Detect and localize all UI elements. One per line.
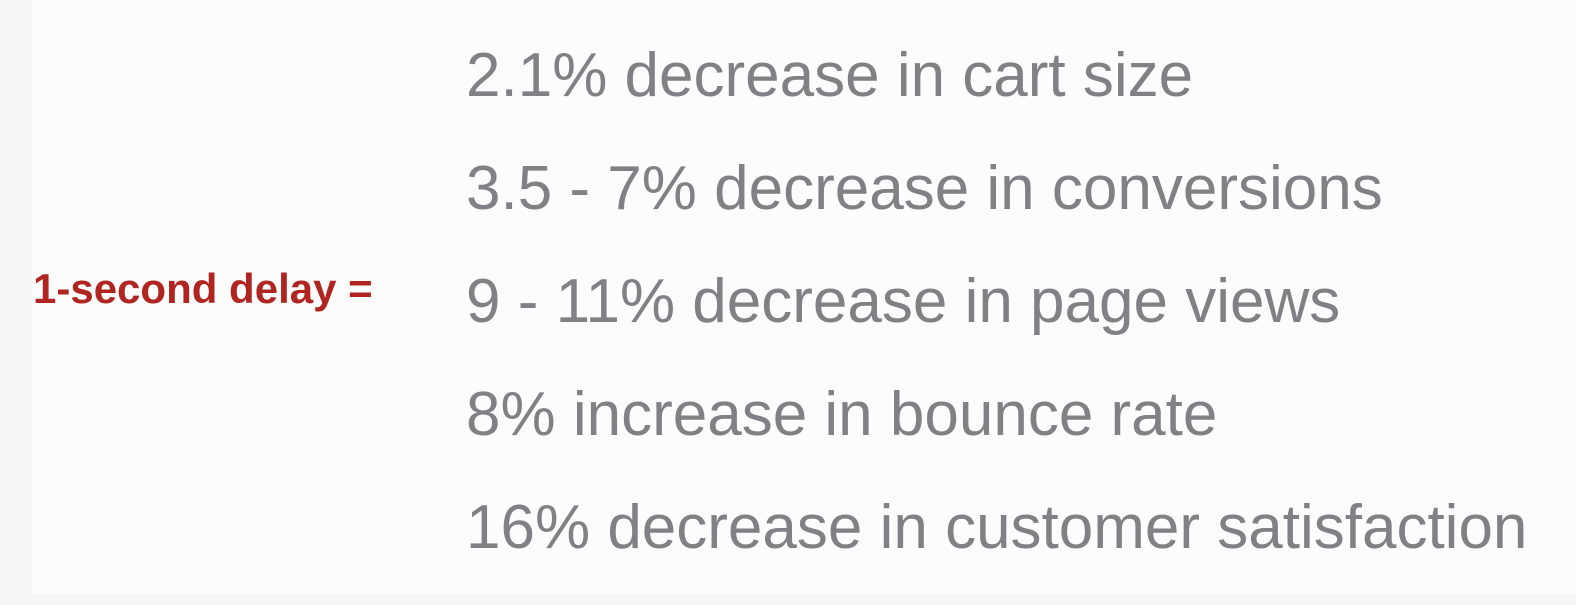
impact-item-cart-size: 2.1% decrease in cart size (466, 41, 1194, 110)
impact-list: 2.1% decrease in cart size 3.5 - 7% decr… (466, 40, 1527, 605)
slide-background (32, 0, 1576, 594)
impact-item-bounce-rate: 8% increase in bounce rate (466, 380, 1218, 449)
impact-item-customer-satisfaction: 16% decrease in customer satisfaction (466, 493, 1528, 562)
impact-item-conversions: 3.5 - 7% decrease in conversions (466, 154, 1383, 223)
delay-label: 1-second delay = (33, 265, 373, 312)
impact-item-page-views: 9 - 11% decrease in page views (466, 267, 1341, 336)
